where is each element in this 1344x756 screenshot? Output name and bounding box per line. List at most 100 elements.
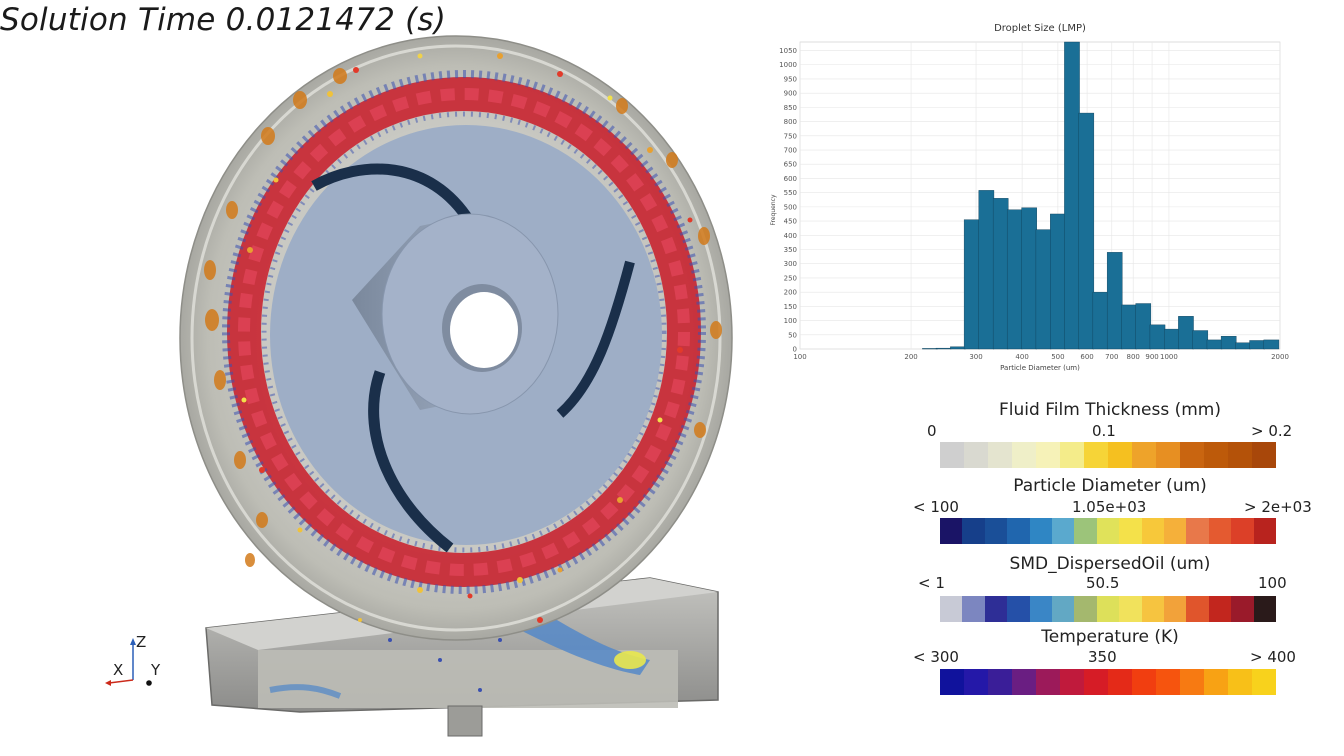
histogram-bar <box>1178 316 1194 350</box>
y-tick-label: 1000 <box>779 61 797 69</box>
color-swatch <box>1096 518 1120 544</box>
color-swatch <box>1084 442 1108 468</box>
y-tick-label: 650 <box>784 161 797 169</box>
color-swatch <box>1012 669 1036 695</box>
droplet-band <box>222 70 706 594</box>
histogram-bar <box>1249 340 1265 350</box>
color-swatch <box>1204 669 1228 695</box>
color-swatch <box>1231 596 1254 622</box>
histogram-bar <box>1192 330 1209 350</box>
color-bar <box>940 669 1276 695</box>
color-swatch <box>1132 442 1156 468</box>
color-swatch <box>1208 596 1232 622</box>
axes-triad: Z X Y <box>105 633 161 686</box>
histogram-bar <box>950 346 966 350</box>
y-tick-label: 800 <box>784 118 797 126</box>
color-swatch <box>1108 669 1132 695</box>
y-tick-label: 750 <box>784 132 797 140</box>
y-tick-label: 450 <box>784 218 797 226</box>
legend-min: 0 <box>927 422 937 440</box>
color-swatch <box>1253 596 1277 622</box>
x-tick-label: 800 <box>1126 353 1139 361</box>
histogram-bars <box>922 41 1280 350</box>
color-swatch <box>1119 518 1142 544</box>
color-swatch <box>940 442 964 468</box>
color-swatch <box>1252 442 1276 468</box>
y-tick-label: 50 <box>788 331 797 339</box>
y-tick-label: 150 <box>784 303 797 311</box>
histogram-bar <box>1092 291 1109 350</box>
histogram-bar <box>1121 304 1137 350</box>
color-swatch <box>1052 518 1075 544</box>
solution-time-label: Solution Time 0.0121472 (s) <box>0 2 447 38</box>
film-spots <box>204 68 722 567</box>
y-tick-label: 350 <box>784 246 797 254</box>
y-tick-label: 600 <box>784 175 797 183</box>
legend-mid: 350 <box>1088 648 1117 666</box>
y-axis-label: Y <box>150 661 161 679</box>
color-swatch <box>1231 518 1254 544</box>
color-swatch <box>1204 442 1228 468</box>
droplet-size-histogram: Droplet Size (LMP) 0 50 100 150 200 250 300 350… <box>770 23 1289 372</box>
cfd-render-viewport[interactable] <box>0 0 760 756</box>
color-swatch <box>1180 669 1204 695</box>
legend-title: Particle Diameter (um) <box>1013 476 1207 496</box>
color-swatch <box>940 669 964 695</box>
color-swatch <box>940 596 963 622</box>
histogram-x-ticks: 100 200 300 400 500 600 700 800 900 1000 2000 <box>793 353 1289 361</box>
color-swatch <box>988 442 1012 468</box>
y-axis-dot <box>146 680 152 686</box>
color-swatch <box>984 518 1008 544</box>
y-tick-label: 900 <box>784 90 797 98</box>
y-tick-label: 500 <box>784 203 797 211</box>
histogram-bar <box>1078 112 1095 350</box>
histogram-bar <box>1149 324 1166 350</box>
color-swatch <box>1186 596 1209 622</box>
histogram-bar <box>1035 229 1052 350</box>
color-swatch <box>984 596 1008 622</box>
color-swatch <box>1074 596 1097 622</box>
color-swatch <box>1084 669 1108 695</box>
color-swatch <box>1228 442 1252 468</box>
color-swatch <box>1253 518 1277 544</box>
histogram-bar <box>1220 336 1237 350</box>
x-axis-arrow <box>105 680 111 686</box>
color-swatch <box>1252 669 1276 695</box>
histogram-y-ticks: 0 50 100 150 200 250 300 350 400 450 500 550 600 650 7… <box>779 47 797 353</box>
color-swatch <box>1007 518 1030 544</box>
legend-title: Temperature (K) <box>1041 627 1179 647</box>
color-swatch <box>1007 596 1030 622</box>
color-swatch <box>1119 596 1142 622</box>
color-swatch <box>1141 596 1165 622</box>
histogram-bar <box>1263 339 1280 350</box>
color-swatch <box>1052 596 1075 622</box>
color-swatch <box>1108 442 1132 468</box>
histogram-bar <box>1050 213 1066 350</box>
y-tick-label: 0 <box>793 346 797 354</box>
color-swatch <box>1029 518 1053 544</box>
color-bar <box>940 596 1277 622</box>
x-tick-label: 400 <box>1015 353 1028 361</box>
y-tick-label: 100 <box>784 317 797 325</box>
x-tick-label: 1000 <box>1160 353 1178 361</box>
color-bar <box>940 518 1277 544</box>
x-tick-label: 700 <box>1105 353 1118 361</box>
legend-max: > 2e+03 <box>1244 498 1312 516</box>
color-swatch <box>1156 442 1180 468</box>
y-tick-label: 200 <box>784 289 797 297</box>
x-tick-label: 600 <box>1080 353 1093 361</box>
legend-min: < 1 <box>918 574 945 592</box>
color-swatch <box>1186 518 1209 544</box>
x-axis-label: X <box>113 661 123 679</box>
y-tick-label: 550 <box>784 189 797 197</box>
x-tick-label: 500 <box>1051 353 1064 361</box>
legend-mid: 0.1 <box>1092 422 1116 440</box>
legend-max: > 400 <box>1250 648 1296 666</box>
x-tick-label: 300 <box>969 353 982 361</box>
color-swatch <box>1060 442 1084 468</box>
histogram-bar <box>1235 342 1251 350</box>
color-swatch <box>1180 442 1204 468</box>
color-swatch <box>1208 518 1232 544</box>
z-axis-arrow <box>130 638 136 645</box>
y-tick-label: 850 <box>784 104 797 112</box>
